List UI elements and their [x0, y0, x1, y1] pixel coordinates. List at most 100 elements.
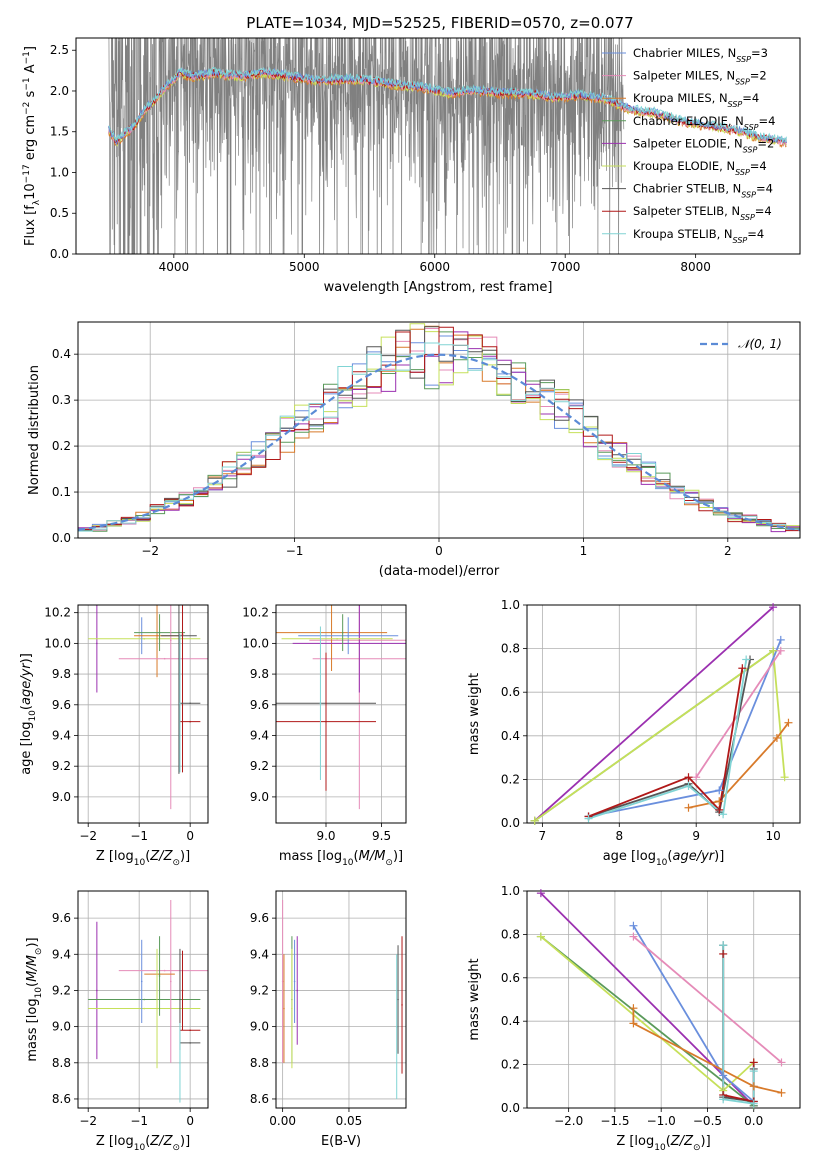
x-tick-label: 10	[765, 829, 780, 843]
label-part: )]	[714, 849, 724, 864]
legend-entry: Salpeter ELODIE, NSSP=2	[633, 136, 774, 154]
x-tick-label: 9	[692, 829, 700, 843]
label-part: ⊙	[693, 1143, 701, 1153]
y-axis-label: Normed distribution	[27, 365, 42, 495]
y-tick-label: 1.0	[501, 598, 520, 612]
plus-marker	[629, 932, 638, 941]
y-tick-label: 0.0	[52, 531, 71, 545]
label-part: ⊙	[385, 858, 393, 868]
plot-area	[276, 605, 406, 823]
axes-age_vs_mass: 9.0 9.5 9.0 9.2 9.4 9.6 9.8 10.0 10.2 mass [log10…	[242, 604, 407, 868]
y-tick-label: 8.6	[52, 1092, 71, 1106]
x-tick-label: −2	[79, 829, 97, 843]
y-tick-label: 0.8	[501, 927, 520, 941]
plus-marker	[684, 781, 693, 790]
legend-count: =4	[759, 114, 776, 128]
plus-marker	[536, 889, 545, 898]
y-tick-label: 9.8	[250, 667, 269, 681]
axes-frame	[77, 321, 801, 539]
x-axis-label: Z [log10(Z/Z⊙)]	[616, 1134, 710, 1153]
plus-marker	[769, 646, 778, 655]
y-tick-label: 9.6	[250, 911, 269, 925]
axes-weight_vs_Z: −2.0 −1.5 −1.0 −0.5 0.0 0.0 0.2 0.4 0.6 0.8 1.0 Z […	[467, 884, 801, 1153]
label-part: (	[145, 849, 150, 864]
y-tick-label: 8.6	[250, 1092, 269, 1106]
data-point	[179, 1061, 181, 1064]
legend-text: Chabrier ELODIE, N	[633, 114, 744, 128]
plus-marker	[715, 786, 724, 795]
legend-subscript: SSP	[733, 235, 748, 244]
data-point	[325, 720, 327, 723]
y-tick-label: 0.2	[501, 772, 520, 786]
legend-count: =4	[742, 91, 759, 105]
y-tick-label: 0.6	[501, 971, 520, 985]
y-tick-label: 9.6	[52, 698, 71, 712]
axes-frame	[275, 604, 407, 824]
y-tick-label: 0.4	[501, 1014, 520, 1028]
y-tick-label: 0.4	[501, 729, 520, 743]
y-tick-label: 9.2	[52, 759, 71, 773]
plot-area	[78, 605, 208, 823]
y-axis-label: mass weight	[467, 673, 482, 755]
data-point	[358, 642, 361, 645]
label-part: 10	[134, 858, 146, 868]
label-part: )]	[180, 1134, 190, 1149]
y-tick-label: 9.0	[250, 1020, 269, 1034]
x-axis-label: Z [log10(Z/Z⊙)]	[96, 849, 190, 868]
y-tick-label: 9.2	[250, 759, 269, 773]
label-part: )]	[180, 849, 190, 864]
y-tick-label: 0.5	[50, 206, 69, 220]
label-part: −1	[22, 51, 32, 64]
y-tick-label: 0.8	[501, 642, 520, 656]
legend-text: Salpeter ELODIE, N	[633, 136, 743, 150]
axes-frame	[526, 890, 801, 1109]
data-point	[293, 980, 296, 983]
x-tick-label: 5000	[289, 260, 320, 274]
x-tick-label: 0.0	[744, 1114, 763, 1128]
legend-subscript: SSP	[741, 190, 756, 199]
plus-marker	[772, 733, 781, 742]
x-axis-label: E(B-V)	[321, 1134, 361, 1149]
x-tick-label: 9.0	[316, 829, 335, 843]
figure-title: PLATE=1034, MJD=52525, FIBERID=0570, z=0…	[246, 14, 633, 32]
data-point	[156, 634, 158, 637]
data-point	[158, 631, 161, 634]
label-part: mass [log	[279, 849, 342, 864]
x-tick-label: −2	[141, 544, 159, 558]
legend-count: =4	[747, 227, 764, 241]
y-axis-label: Flux [fλ10−17 erg cm−2 s−1 A−1]	[22, 46, 42, 246]
label-part: Z [log	[96, 849, 134, 864]
plus-marker	[629, 921, 638, 930]
y-tick-label: 9.8	[52, 667, 71, 681]
label-part: 10	[28, 710, 38, 722]
plus-marker	[715, 797, 724, 806]
plus-marker	[530, 816, 539, 825]
x-tick-label: 9.5	[372, 829, 391, 843]
legend-count: =2	[757, 136, 774, 150]
y-tick-label: 9.4	[52, 728, 71, 742]
x-tick-label: 4000	[159, 260, 190, 274]
x-axis-label: Z [log10(Z/Z⊙)]	[96, 1134, 190, 1153]
data-point	[143, 637, 146, 640]
legend-entry: Kroupa STELIB, NSSP=4	[633, 227, 764, 245]
data-point	[319, 702, 322, 705]
data-point	[397, 998, 399, 1001]
plus-marker	[629, 1019, 638, 1028]
y-tick-label: 0.1	[52, 485, 71, 499]
data-point	[163, 657, 166, 660]
label-part: age/yr	[19, 662, 34, 705]
x-tick-label: 7	[539, 829, 547, 843]
label-part: (	[667, 849, 672, 864]
legend-entry: Chabrier STELIB, NSSP=4	[633, 182, 773, 200]
label-part: −2	[22, 102, 32, 115]
data-point	[163, 969, 166, 972]
label-part: )]	[19, 653, 34, 663]
data-point	[291, 1007, 293, 1010]
x-tick-label: 6000	[419, 260, 450, 274]
label-part: 10	[23, 183, 38, 200]
data-point	[96, 989, 98, 992]
legend-count: =4	[755, 204, 772, 218]
label-part: erg cm	[23, 115, 38, 164]
data-point	[179, 702, 181, 705]
